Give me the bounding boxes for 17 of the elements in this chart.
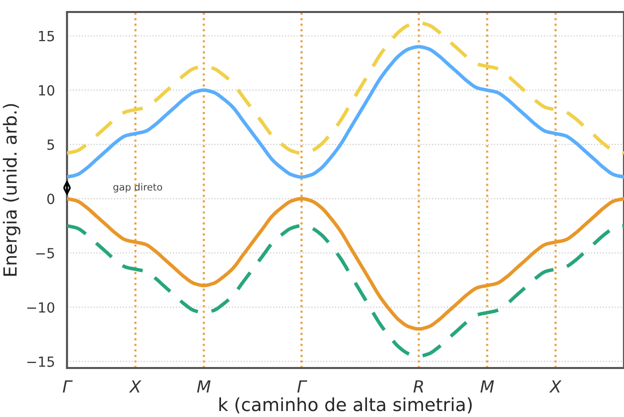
- y-tick-label: −5: [36, 248, 54, 258]
- annotation: gap direto: [113, 183, 162, 193]
- x-axis-title: k (caminho de alta simetria): [219, 397, 472, 414]
- x-tick-label: R: [413, 380, 423, 392]
- x-tick-label: Γ: [297, 380, 308, 392]
- y-tick-label: 15: [39, 31, 54, 42]
- y-tick-label: 10: [39, 85, 54, 96]
- x-tick-label: M: [197, 380, 211, 392]
- x-tick-label: X: [128, 380, 142, 392]
- y-tick-label: −15: [27, 356, 54, 367]
- x-tick-label: M: [480, 380, 494, 392]
- x-tick-label: X: [549, 380, 562, 392]
- y-tick-label: −10: [27, 302, 54, 313]
- x-tick-label: Γ: [62, 380, 73, 392]
- y-tick-label: 0: [47, 194, 54, 204]
- y-tick-label: 5: [47, 140, 54, 150]
- y-axis-title: Energia (unid. arb.): [2, 104, 20, 276]
